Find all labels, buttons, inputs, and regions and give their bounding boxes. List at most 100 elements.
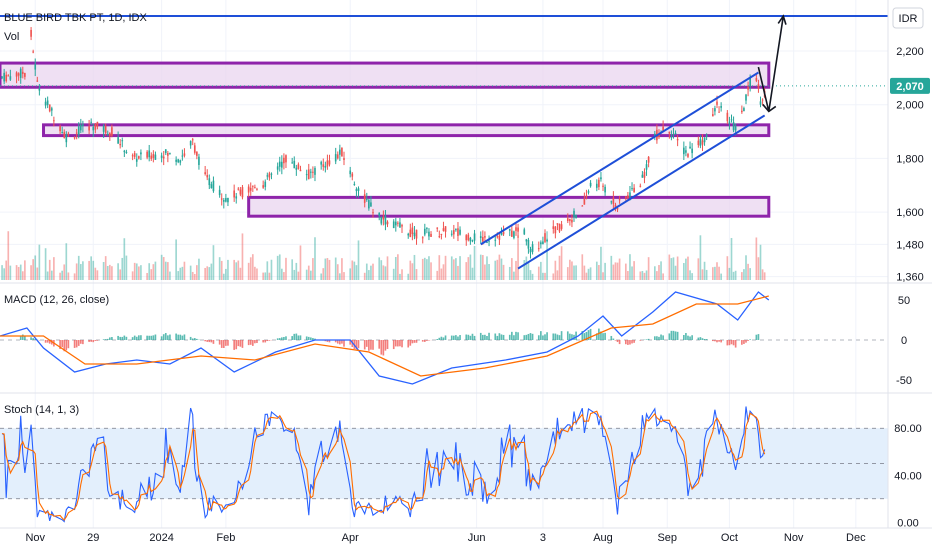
volume-bar: [372, 263, 374, 280]
candle-body: [573, 210, 575, 218]
candle-body: [639, 185, 642, 187]
macd-histogram-bar: [581, 331, 584, 340]
macd-histogram-bar: [237, 340, 240, 347]
macd-pane[interactable]: [0, 291, 888, 385]
stoch-axis[interactable]: 80.00 40.00 0.00: [894, 423, 922, 529]
macd-histogram: [19, 328, 760, 356]
stoch-pane[interactable]: [0, 406, 888, 523]
volume-bar: [726, 256, 729, 280]
price-pane[interactable]: [0, 14, 888, 280]
macd-histogram-bar: [473, 335, 476, 340]
macd-histogram-bar: [569, 333, 571, 340]
volume-bar: [558, 255, 561, 280]
macd-histogram-bar: [546, 332, 548, 340]
projection-arrowhead: [777, 14, 787, 25]
macd-histogram-bar: [225, 340, 227, 346]
volume-bar: [653, 266, 656, 280]
macd-histogram-bar: [486, 335, 488, 340]
macd-tick-label: 0: [901, 335, 907, 347]
candle-body: [452, 230, 455, 235]
currency-badge[interactable]: IDR: [892, 7, 924, 29]
volume-bar: [397, 254, 399, 280]
macd-histogram-bar: [525, 334, 528, 340]
volume-bar: [133, 262, 136, 280]
candle-body: [218, 189, 221, 196]
macd-histogram-bar: [106, 338, 109, 340]
candle-body: [355, 189, 358, 192]
macd-histogram-bar: [409, 340, 412, 346]
candle-body: [513, 231, 515, 238]
macd-histogram-bar: [341, 340, 343, 344]
candle-body: [239, 189, 242, 195]
candle-body: [726, 112, 729, 122]
volume-bar: [196, 265, 198, 280]
trend-channel[interactable]: [480, 71, 766, 270]
candle-body: [542, 241, 544, 245]
macd-histogram-bar: [498, 333, 501, 340]
macd-histogram-bar: [728, 340, 731, 346]
volume-bar: [177, 271, 180, 280]
candle-body: [50, 108, 53, 111]
macd-histogram-bar: [544, 334, 546, 340]
candle-body: [125, 151, 128, 153]
volume-bar: [627, 271, 629, 280]
macd-histogram-bar: [527, 333, 530, 340]
volume-bar: [175, 239, 177, 280]
volume-bar: [104, 256, 107, 280]
macd-histogram-bar: [575, 331, 577, 340]
macd-histogram-bar: [125, 336, 128, 340]
volume-bar: [401, 269, 403, 280]
volume-bar: [554, 260, 557, 280]
candle-body: [631, 188, 633, 190]
macd-histogram-bar: [384, 340, 387, 351]
macd-histogram-bar: [552, 333, 555, 340]
candle-body: [687, 153, 689, 157]
volume-bar: [450, 256, 453, 280]
macd-histogram-bar: [164, 333, 167, 340]
macd-histogram-bar: [401, 340, 403, 348]
volume-bar: [270, 259, 273, 280]
volume-bar: [125, 255, 128, 280]
price-axis[interactable]: 2,200 2,000 1,800 1,600 1,480 1,360: [896, 46, 924, 284]
volume-bar: [123, 238, 126, 280]
candle-body: [479, 236, 482, 239]
volume-bar: [220, 260, 223, 280]
candle-body: [169, 152, 171, 154]
volume-bar: [326, 258, 329, 280]
volume-bar: [24, 260, 26, 280]
macd-histogram-bar: [467, 334, 470, 340]
volume-bar: [394, 256, 397, 280]
volume-bar: [546, 231, 548, 280]
macd-histogram-bar: [602, 333, 604, 340]
support-resistance-zones[interactable]: [0, 61, 771, 218]
macd-histogram-bar: [571, 334, 573, 340]
volume-bar: [540, 261, 542, 280]
macd-histogram-bar: [585, 331, 588, 340]
macd-histogram-bar: [46, 340, 49, 343]
candle-body: [65, 134, 68, 143]
volume-bar: [218, 257, 221, 280]
candle-body: [689, 146, 691, 149]
candle-body: [32, 51, 34, 53]
candle-body: [90, 121, 93, 123]
candle-body: [467, 234, 470, 241]
candle-body: [486, 242, 488, 244]
price-tick-label: 1,800: [896, 153, 924, 165]
time-axis[interactable]: Nov 29 2024 Feb Apr Jun 3 Aug Sep Oct Nov Dec: [25, 532, 866, 544]
candle-body: [500, 232, 503, 236]
candle-body: [409, 229, 412, 237]
candle-body: [394, 221, 397, 226]
volume-bar: [61, 270, 63, 280]
volume-bar: [320, 273, 323, 280]
projection-arrow[interactable]: [757, 14, 787, 113]
candle-body: [222, 199, 225, 202]
candle-body: [254, 187, 256, 189]
candle-body: [5, 74, 8, 82]
time-tick-label: Feb: [216, 532, 235, 544]
candle-body: [140, 152, 142, 155]
candle-body: [357, 188, 360, 191]
volume-bar: [204, 267, 206, 280]
candle-body: [299, 169, 302, 172]
volume-bar: [641, 270, 644, 280]
macd-axis[interactable]: 50 0 -50: [896, 295, 912, 387]
